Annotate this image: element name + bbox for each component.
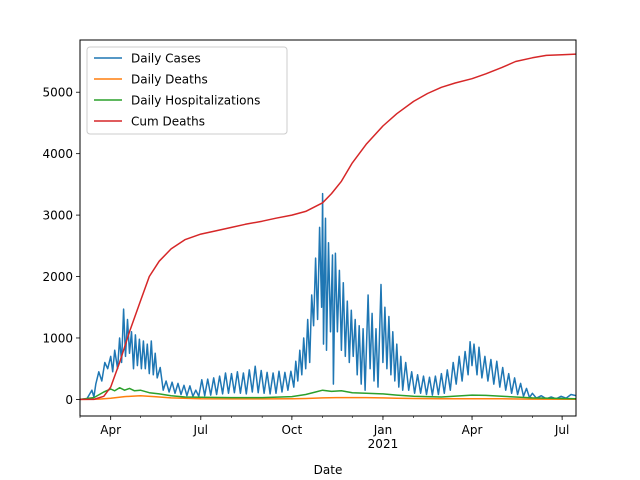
legend-label-1: Daily Deaths bbox=[131, 73, 208, 87]
x-tick-label: Jul bbox=[193, 423, 208, 437]
legend: Daily Cases Daily Deaths Daily Hospitaliza… bbox=[86, 46, 288, 135]
y-axis: 0 1000 2000 3000 4000 5000 bbox=[42, 86, 80, 407]
y-tick-label: 0 bbox=[65, 393, 73, 407]
x-tick-label: Apr bbox=[462, 423, 483, 437]
x-tick-label: Jul bbox=[554, 423, 569, 437]
series-line-0 bbox=[80, 192, 576, 401]
legend-frame bbox=[86, 46, 288, 135]
y-tick-label: 3000 bbox=[42, 209, 73, 223]
y-tick-label: 5000 bbox=[42, 86, 73, 100]
x-tick-label: Oct bbox=[281, 423, 302, 437]
plot-frame bbox=[79, 39, 577, 417]
legend-label-2: Daily Hospitalizations bbox=[131, 94, 260, 108]
series-layer bbox=[80, 53, 576, 401]
legend-entries: Daily Cases Daily Deaths Daily Hospitaliza… bbox=[94, 52, 260, 129]
series-line-2 bbox=[80, 386, 576, 401]
legend-label-3: Cum Deaths bbox=[131, 115, 205, 129]
x-axis-title: Date bbox=[314, 463, 343, 477]
y-tick-label: 4000 bbox=[42, 147, 73, 161]
y-tick-label: 1000 bbox=[42, 331, 73, 345]
y-tick-label: 2000 bbox=[42, 270, 73, 284]
x-tick-label: Apr bbox=[100, 423, 121, 437]
x-tick-label: 2021 bbox=[368, 437, 399, 451]
series-line-3 bbox=[80, 53, 576, 401]
plot-area bbox=[79, 39, 577, 417]
legend-label-0: Daily Cases bbox=[131, 52, 201, 66]
series-line-1 bbox=[80, 394, 576, 401]
x-tick-label: Jan bbox=[373, 423, 393, 437]
